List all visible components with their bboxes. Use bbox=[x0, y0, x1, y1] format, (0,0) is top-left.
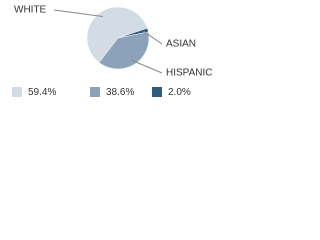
legend-label: 2.0% bbox=[168, 87, 191, 98]
leader-line bbox=[53, 9, 103, 18]
slice-label: HISPANIC bbox=[166, 68, 213, 79]
legend-swatch bbox=[12, 87, 22, 97]
leader-line bbox=[143, 30, 163, 45]
leader-line bbox=[131, 59, 163, 74]
slice-label: ASIAN bbox=[166, 39, 196, 50]
chart: WHITE ASIAN HISPANIC 59.4% 38.6% 2.0% bbox=[12, 5, 213, 98]
pie-slice bbox=[98, 31, 150, 70]
legend-label: 59.4% bbox=[28, 87, 56, 98]
slice-label: WHITE bbox=[14, 5, 47, 16]
legend-label: 38.6% bbox=[106, 87, 134, 98]
legend-swatch bbox=[152, 87, 162, 97]
pie-slice bbox=[86, 6, 148, 63]
legend-swatch bbox=[90, 87, 100, 97]
